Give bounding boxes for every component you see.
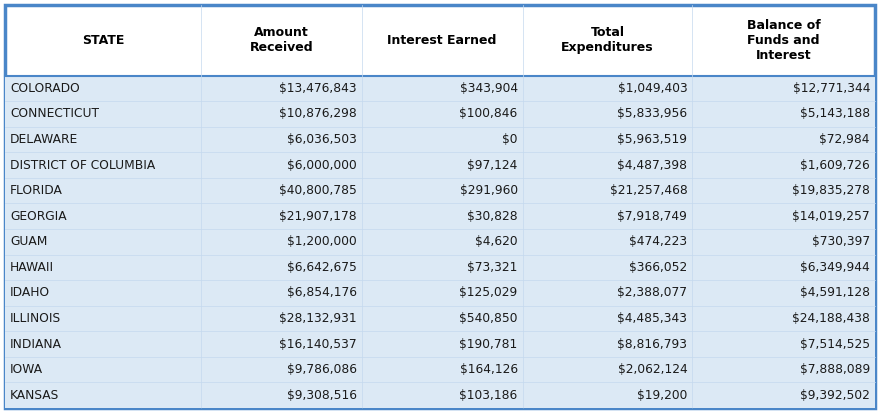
Text: $6,642,675: $6,642,675 xyxy=(287,261,356,274)
Text: COLORADO: COLORADO xyxy=(10,82,80,95)
Text: STATE: STATE xyxy=(82,34,124,47)
Text: $4,620: $4,620 xyxy=(475,235,517,248)
Text: $5,963,519: $5,963,519 xyxy=(617,133,687,146)
Text: $9,786,086: $9,786,086 xyxy=(287,363,356,376)
Text: $540,850: $540,850 xyxy=(459,312,517,325)
Text: $24,188,438: $24,188,438 xyxy=(792,312,870,325)
Text: $6,000,000: $6,000,000 xyxy=(287,159,356,171)
Text: Total
Expenditures: Total Expenditures xyxy=(561,26,654,54)
Bar xyxy=(5,382,875,408)
Bar xyxy=(5,101,875,127)
Text: $28,132,931: $28,132,931 xyxy=(279,312,356,325)
Bar xyxy=(5,331,875,357)
Text: $1,049,403: $1,049,403 xyxy=(618,82,687,95)
Text: $73,321: $73,321 xyxy=(467,261,517,274)
Text: $4,487,398: $4,487,398 xyxy=(617,159,687,171)
Text: KANSAS: KANSAS xyxy=(10,389,59,402)
Bar xyxy=(5,76,875,101)
Text: IOWA: IOWA xyxy=(10,363,43,376)
Text: Amount
Received: Amount Received xyxy=(249,26,313,54)
Bar xyxy=(5,203,875,229)
Bar xyxy=(5,306,875,331)
Text: GEORGIA: GEORGIA xyxy=(10,210,67,223)
Text: $10,876,298: $10,876,298 xyxy=(279,107,356,120)
Bar xyxy=(5,357,875,382)
Text: $366,052: $366,052 xyxy=(629,261,687,274)
Text: IDAHO: IDAHO xyxy=(10,286,50,299)
Bar xyxy=(5,229,875,254)
Text: $343,904: $343,904 xyxy=(459,82,517,95)
Text: $1,200,000: $1,200,000 xyxy=(287,235,356,248)
Text: $30,828: $30,828 xyxy=(467,210,517,223)
Text: $100,846: $100,846 xyxy=(459,107,517,120)
Text: $14,019,257: $14,019,257 xyxy=(792,210,870,223)
Bar xyxy=(5,152,875,178)
Text: $9,392,502: $9,392,502 xyxy=(800,389,870,402)
Text: $6,349,944: $6,349,944 xyxy=(800,261,870,274)
Bar xyxy=(5,127,875,152)
Text: $7,888,089: $7,888,089 xyxy=(800,363,870,376)
Text: Balance of
Funds and
Interest: Balance of Funds and Interest xyxy=(747,19,820,62)
Text: $4,485,343: $4,485,343 xyxy=(617,312,687,325)
Bar xyxy=(5,178,875,203)
Text: $21,907,178: $21,907,178 xyxy=(279,210,356,223)
Text: $21,257,468: $21,257,468 xyxy=(610,184,687,197)
Text: $2,062,124: $2,062,124 xyxy=(618,363,687,376)
Text: Interest Earned: Interest Earned xyxy=(387,34,497,47)
Text: $125,029: $125,029 xyxy=(459,286,517,299)
Text: FLORIDA: FLORIDA xyxy=(10,184,62,197)
Text: $190,781: $190,781 xyxy=(459,337,517,351)
Text: INDIANA: INDIANA xyxy=(10,337,62,351)
Text: $4,591,128: $4,591,128 xyxy=(800,286,870,299)
Text: $19,835,278: $19,835,278 xyxy=(792,184,870,197)
Text: $40,800,785: $40,800,785 xyxy=(279,184,356,197)
Text: $730,397: $730,397 xyxy=(812,235,870,248)
Text: $7,514,525: $7,514,525 xyxy=(800,337,870,351)
Text: $0: $0 xyxy=(502,133,517,146)
Text: $72,984: $72,984 xyxy=(819,133,870,146)
Text: $9,308,516: $9,308,516 xyxy=(287,389,356,402)
Text: $12,771,344: $12,771,344 xyxy=(793,82,870,95)
Text: DELAWARE: DELAWARE xyxy=(10,133,78,146)
Text: $103,186: $103,186 xyxy=(459,389,517,402)
Text: ILLINOIS: ILLINOIS xyxy=(10,312,61,325)
Text: $2,388,077: $2,388,077 xyxy=(617,286,687,299)
Text: $6,036,503: $6,036,503 xyxy=(287,133,356,146)
Text: $5,833,956: $5,833,956 xyxy=(617,107,687,120)
Text: HAWAII: HAWAII xyxy=(10,261,55,274)
Text: $291,960: $291,960 xyxy=(459,184,517,197)
Text: $16,140,537: $16,140,537 xyxy=(279,337,356,351)
Text: $7,918,749: $7,918,749 xyxy=(618,210,687,223)
Bar xyxy=(5,254,875,280)
Text: $5,143,188: $5,143,188 xyxy=(800,107,870,120)
Bar xyxy=(5,280,875,306)
Text: $13,476,843: $13,476,843 xyxy=(279,82,356,95)
Text: DISTRICT OF COLUMBIA: DISTRICT OF COLUMBIA xyxy=(10,159,155,171)
Text: $6,854,176: $6,854,176 xyxy=(287,286,356,299)
Text: $8,816,793: $8,816,793 xyxy=(617,337,687,351)
Text: GUAM: GUAM xyxy=(10,235,48,248)
Text: $1,609,726: $1,609,726 xyxy=(800,159,870,171)
Text: $474,223: $474,223 xyxy=(629,235,687,248)
Text: $97,124: $97,124 xyxy=(467,159,517,171)
Text: CONNECTICUT: CONNECTICUT xyxy=(10,107,99,120)
Text: $19,200: $19,200 xyxy=(637,389,687,402)
Text: $164,126: $164,126 xyxy=(459,363,517,376)
